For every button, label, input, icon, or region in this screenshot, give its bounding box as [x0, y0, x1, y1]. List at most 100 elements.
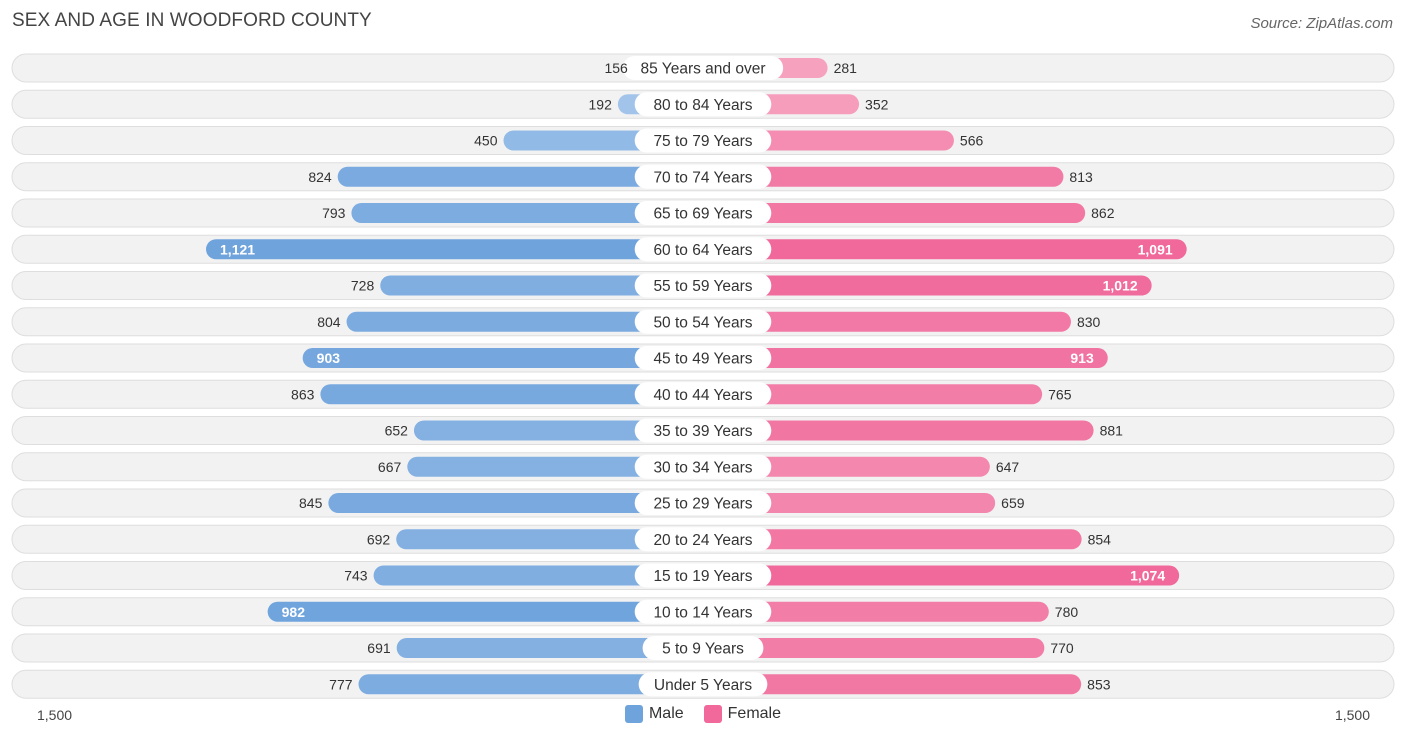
- legend-swatch-male: [624, 705, 643, 723]
- female-bar: [703, 384, 1043, 405]
- category-label-background: [634, 382, 772, 407]
- category-label-background: [642, 636, 764, 660]
- female-value-label: 780: [1055, 604, 1079, 620]
- male-value-label: 450: [474, 133, 498, 149]
- category-label: 25 to 29 Years: [653, 496, 752, 513]
- chart-legend: Male Female: [0, 705, 1406, 723]
- category-label: 60 to 64 Years: [653, 242, 752, 259]
- category-label: 50 to 54 Years: [653, 314, 752, 331]
- male-value-label: 192: [589, 96, 613, 112]
- male-bar: [396, 529, 703, 550]
- male-value-label: 903: [317, 350, 341, 366]
- male-bar: [373, 565, 703, 586]
- category-label-background: [634, 128, 772, 153]
- category-label: 5 to 9 Years: [662, 641, 744, 658]
- legend-item-female[interactable]: Female: [703, 705, 782, 723]
- male-bar: [302, 348, 703, 368]
- female-bar: [703, 493, 996, 513]
- axis-label-right: 1,500: [1334, 707, 1370, 723]
- male-bar: [206, 239, 704, 260]
- female-value-label: 1,074: [1130, 568, 1165, 584]
- male-value-label: 667: [378, 459, 402, 475]
- legend-label-male: Male: [648, 705, 684, 722]
- female-value-label: 647: [996, 459, 1020, 475]
- category-label-background: [634, 599, 772, 624]
- male-bar: [407, 456, 703, 477]
- category-label-background: [634, 201, 772, 225]
- male-value-label: 692: [367, 531, 391, 547]
- female-value-label: 765: [1048, 386, 1072, 402]
- female-bar: [703, 456, 990, 477]
- female-value-label: 566: [960, 133, 984, 149]
- male-bar: [380, 275, 703, 296]
- female-value-label: 881: [1100, 423, 1124, 439]
- category-label-background: [634, 237, 772, 262]
- female-bar: [703, 203, 1086, 223]
- female-bar: [703, 311, 1071, 332]
- category-label: 80 to 84 Years: [653, 97, 752, 114]
- male-value-label: 777: [329, 676, 353, 692]
- legend-item-male[interactable]: Male: [624, 705, 684, 723]
- male-value-label: 793: [322, 205, 346, 221]
- category-label-background: [634, 563, 772, 588]
- male-value-label: 1,121: [220, 241, 255, 257]
- female-bar: [703, 239, 1187, 260]
- female-value-label: 913: [1070, 350, 1094, 366]
- male-bar: [351, 203, 703, 223]
- male-value-label: 845: [299, 495, 323, 511]
- female-bar: [703, 420, 1094, 441]
- female-bar: [703, 529, 1082, 550]
- female-bar: [703, 674, 1082, 695]
- male-bar: [337, 166, 703, 187]
- legend-label-female: Female: [727, 705, 782, 722]
- male-value-label: 743: [344, 568, 368, 584]
- female-bar: [703, 565, 1180, 586]
- category-label: 55 to 59 Years: [653, 278, 752, 295]
- male-bar: [267, 601, 703, 622]
- male-bar: [346, 311, 703, 332]
- category-label: Under 5 Years: [654, 677, 752, 694]
- female-bar: [703, 275, 1152, 296]
- female-value-label: 770: [1050, 640, 1074, 656]
- category-label-background: [634, 92, 772, 117]
- female-value-label: 830: [1077, 314, 1101, 330]
- category-label-background: [634, 164, 772, 189]
- male-value-label: 863: [291, 386, 315, 402]
- category-label-background: [634, 346, 772, 370]
- category-label: 35 to 39 Years: [653, 423, 752, 440]
- category-label-background: [622, 56, 784, 80]
- category-label-background: [634, 418, 772, 443]
- male-value-label: 804: [317, 314, 341, 330]
- category-label: 15 to 19 Years: [653, 568, 752, 585]
- male-value-label: 652: [385, 423, 409, 439]
- category-label: 85 Years and over: [641, 61, 766, 78]
- female-bar: [703, 348, 1108, 368]
- category-label-background: [638, 672, 768, 697]
- category-label: 20 to 24 Years: [653, 532, 752, 549]
- female-value-label: 854: [1088, 531, 1112, 547]
- female-bar: [703, 601, 1049, 622]
- female-bar: [703, 638, 1045, 658]
- female-bar: [703, 166, 1064, 187]
- male-bar: [358, 674, 703, 695]
- category-label: 70 to 74 Years: [653, 169, 752, 186]
- female-value-label: 281: [834, 60, 858, 76]
- category-label: 10 to 14 Years: [653, 604, 752, 621]
- category-label: 65 to 69 Years: [653, 206, 752, 223]
- female-value-label: 1,012: [1103, 278, 1138, 294]
- chart-title: SEX AND AGE IN WOODFORD COUNTY: [12, 10, 372, 31]
- legend-swatch-female: [703, 705, 722, 723]
- male-bar: [413, 420, 703, 441]
- category-label-background: [634, 454, 772, 479]
- female-value-label: 862: [1091, 205, 1115, 221]
- female-value-label: 853: [1087, 676, 1111, 692]
- category-label-background: [634, 491, 772, 515]
- category-label: 75 to 79 Years: [653, 133, 752, 150]
- female-value-label: 659: [1001, 495, 1025, 511]
- female-value-label: 813: [1069, 169, 1093, 185]
- male-bar: [320, 384, 703, 405]
- category-label-background: [634, 273, 772, 298]
- axis-label-left: 1,500: [37, 707, 73, 723]
- male-value-label: 691: [367, 640, 391, 656]
